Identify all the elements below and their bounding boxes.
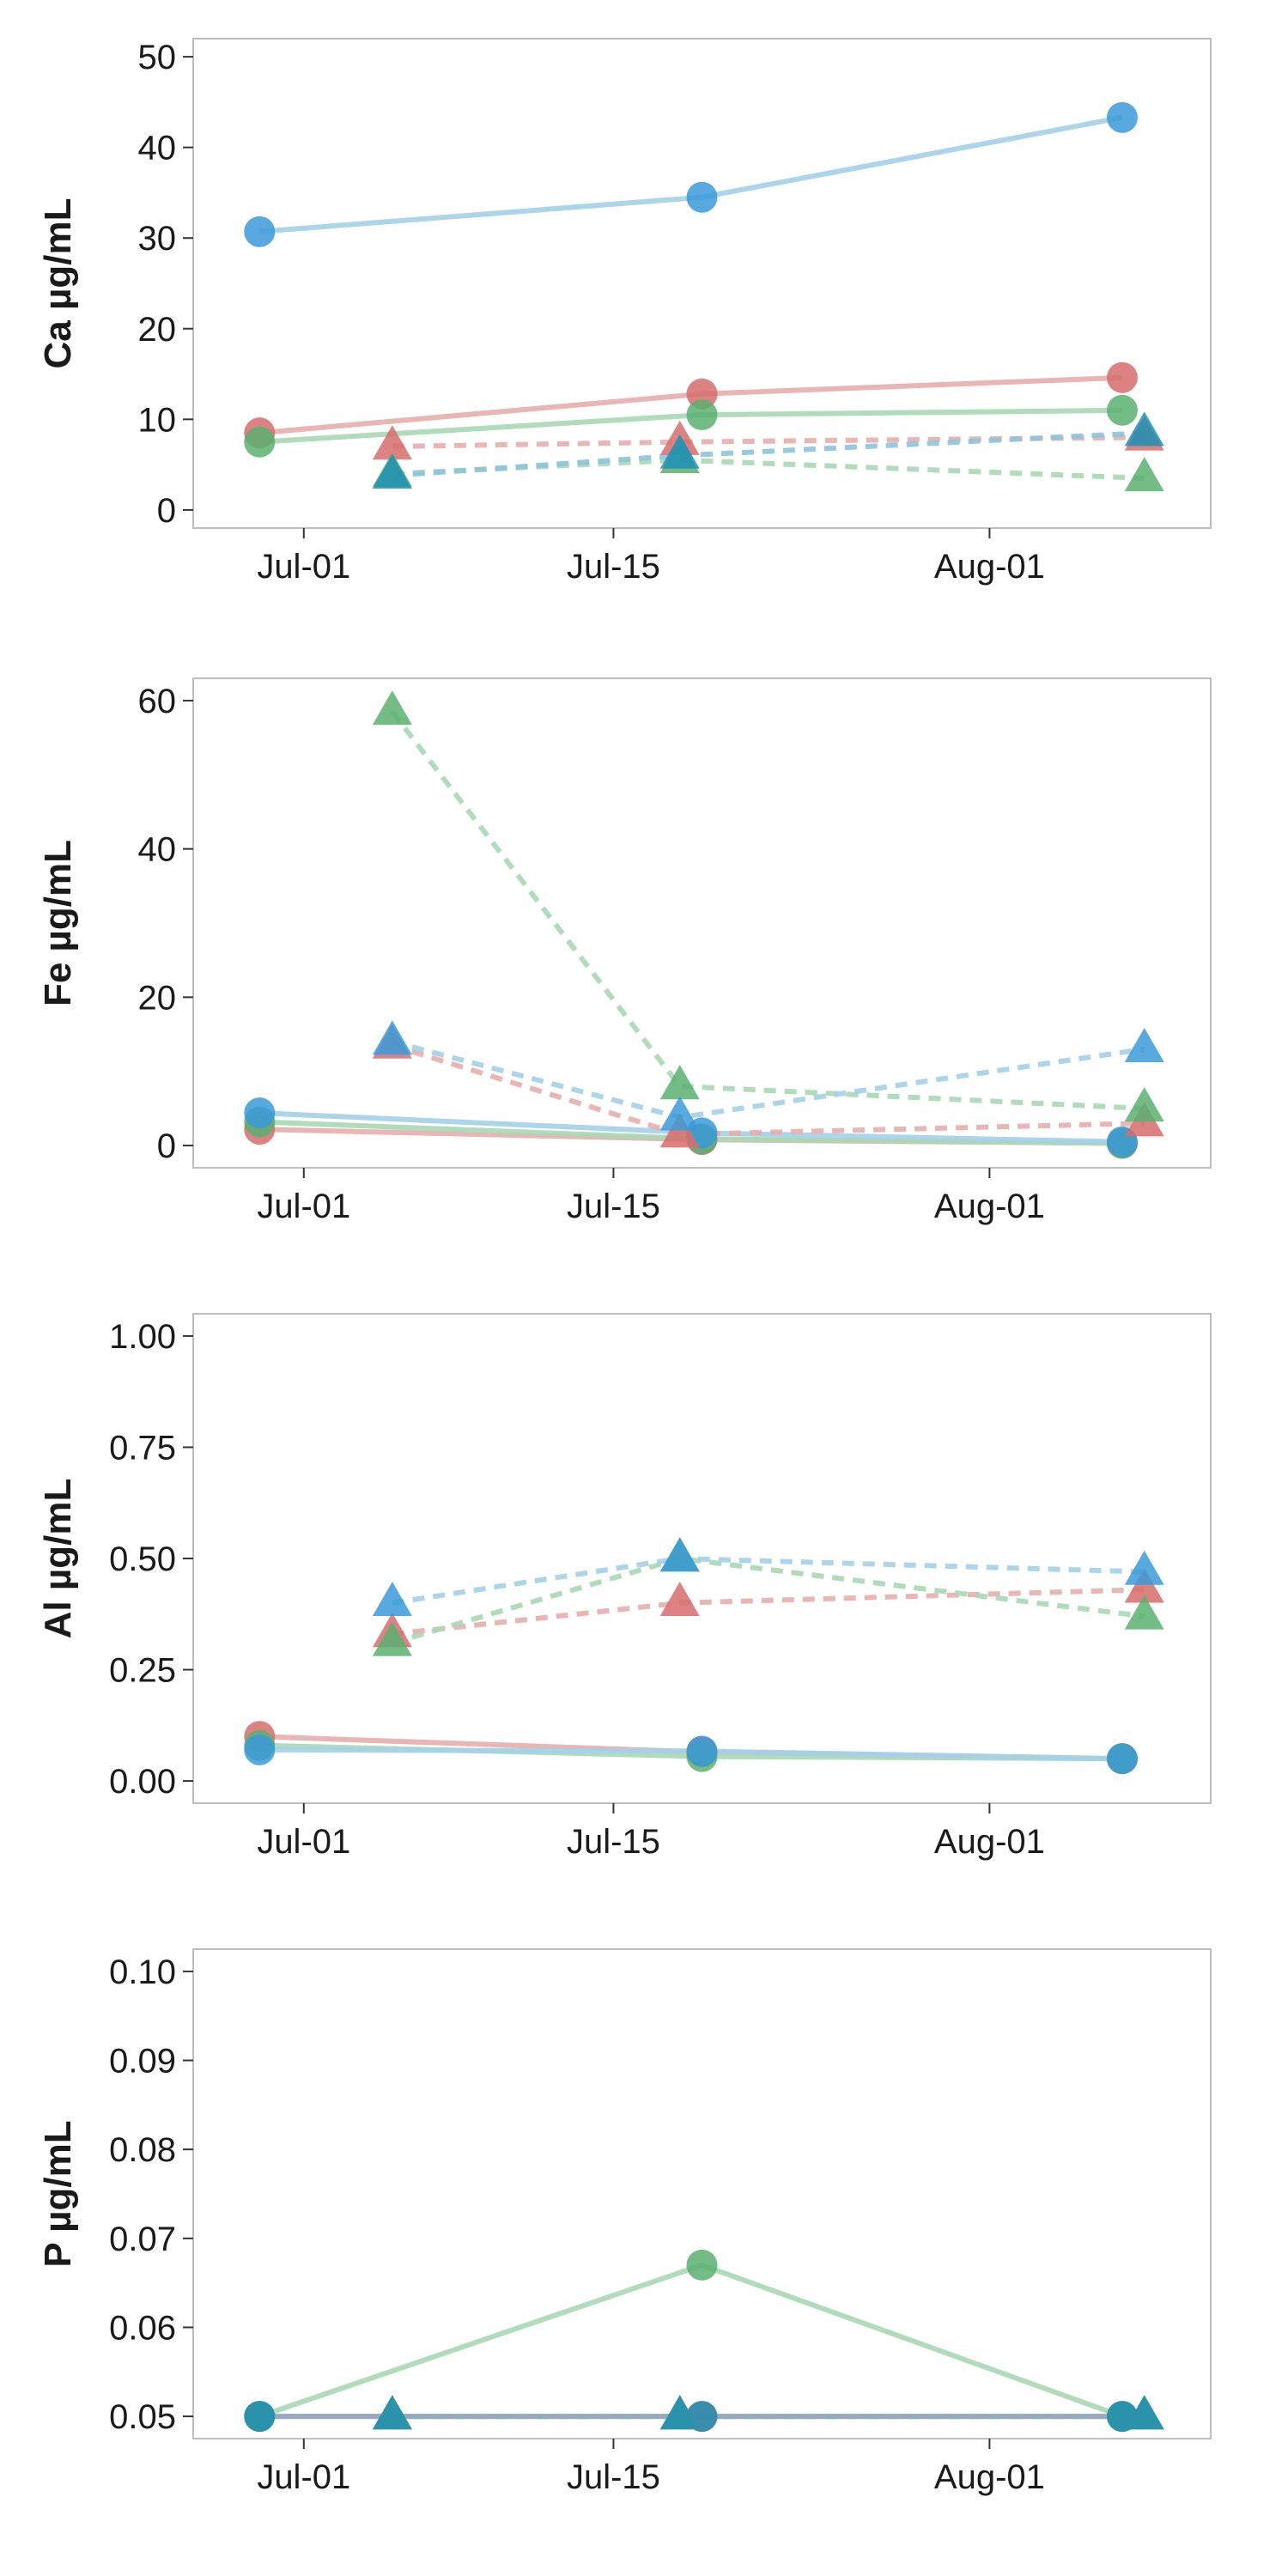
x-tick-label: Aug-01 bbox=[934, 2458, 1045, 2496]
data-point-triangle bbox=[372, 1582, 412, 1617]
y-tick-label: 0.50 bbox=[109, 1540, 176, 1578]
y-tick-label: 60 bbox=[138, 683, 177, 720]
x-tick-label: Aug-01 bbox=[934, 548, 1045, 586]
y-axis-title: Fe µg/mL bbox=[37, 840, 79, 1006]
y-axis-title: P µg/mL bbox=[37, 2120, 79, 2267]
panel-frame bbox=[192, 677, 1212, 1169]
y-tick-label: 0.07 bbox=[109, 2221, 176, 2258]
data-point-circle bbox=[686, 181, 718, 213]
y-tick-label: 0.10 bbox=[109, 1953, 176, 1991]
x-tick-label: Jul-01 bbox=[257, 2458, 350, 2496]
panel-frame bbox=[192, 38, 1212, 529]
x-tick-label: Aug-01 bbox=[934, 1823, 1045, 1861]
y-tick-label: 1.00 bbox=[109, 1318, 176, 1356]
data-point-circle bbox=[1106, 361, 1138, 393]
data-point-circle bbox=[686, 1735, 718, 1767]
data-point-circle bbox=[1106, 394, 1138, 426]
y-tick-label: 10 bbox=[138, 401, 177, 439]
series-line bbox=[392, 457, 1145, 481]
y-tick-label: 0 bbox=[157, 1127, 176, 1165]
data-point-triangle bbox=[1124, 1087, 1164, 1122]
data-point-triangle bbox=[372, 1020, 412, 1055]
data-point-triangle bbox=[1124, 2395, 1164, 2430]
data-point-triangle bbox=[1124, 1595, 1164, 1630]
data-point-triangle bbox=[659, 434, 700, 469]
x-tick-label: Jul-01 bbox=[257, 548, 350, 586]
data-point-triangle bbox=[372, 453, 412, 489]
data-point-triangle bbox=[1124, 411, 1164, 447]
data-point-circle bbox=[1106, 1743, 1138, 1775]
data-point-triangle bbox=[1124, 457, 1164, 492]
y-tick-label: 0.75 bbox=[109, 1429, 176, 1467]
data-point-triangle bbox=[372, 1621, 412, 1656]
x-tick-label: Jul-15 bbox=[567, 2458, 660, 2496]
data-point-circle bbox=[686, 399, 718, 431]
data-point-circle bbox=[244, 1097, 276, 1129]
x-tick-label: Aug-01 bbox=[934, 1188, 1045, 1225]
y-tick-label: 0.08 bbox=[109, 2131, 176, 2169]
panel-frame bbox=[192, 1948, 1212, 2439]
x-tick-label: Jul-15 bbox=[567, 548, 660, 586]
data-point-triangle bbox=[659, 1582, 700, 1617]
data-point-triangle bbox=[659, 2395, 700, 2430]
data-point-triangle bbox=[659, 1096, 700, 1131]
y-tick-label: 0.00 bbox=[109, 1763, 176, 1801]
y-tick-label: 0.25 bbox=[109, 1652, 176, 1690]
y-tick-label: 0.06 bbox=[109, 2309, 176, 2347]
chart-panel-1: 0 10 20 30 40 50 Jul-01 Jul-15 Aug-01 Ca µg/mL bbox=[37, 38, 1212, 586]
data-point-circle bbox=[244, 2401, 276, 2433]
chart-panel-2: 0 20 40 60 Jul-01 Jul-15 Aug-01 Fe µg/mL bbox=[37, 677, 1212, 1225]
chart-panel-3: 0.00 0.25 0.50 0.75 1.00 Jul-01 Jul-15 Aug-01 Al… bbox=[37, 1313, 1212, 1861]
y-tick-label: 0.09 bbox=[109, 2043, 176, 2081]
data-point-circle bbox=[244, 426, 276, 458]
data-point-triangle bbox=[659, 1537, 700, 1572]
y-tick-label: 40 bbox=[138, 831, 177, 869]
chart-panel-4: 0.05 0.06 0.07 0.08 0.09 0.10 Jul-01 Jul-15 Aug-… bbox=[37, 1948, 1212, 2496]
data-point-triangle bbox=[1124, 1550, 1164, 1585]
y-tick-label: 0.05 bbox=[109, 2398, 176, 2436]
y-tick-label: 20 bbox=[138, 311, 177, 349]
x-tick-label: Jul-01 bbox=[257, 1188, 350, 1225]
data-point-circle bbox=[244, 1734, 276, 1765]
y-tick-label: 40 bbox=[138, 130, 177, 167]
data-point-triangle bbox=[1124, 1568, 1164, 1603]
data-point-circle bbox=[1106, 101, 1138, 133]
data-point-triangle bbox=[1124, 1028, 1164, 1063]
y-tick-label: 0 bbox=[157, 492, 176, 530]
y-tick-label: 20 bbox=[138, 979, 177, 1017]
data-point-triangle bbox=[372, 425, 412, 460]
y-tick-label: 50 bbox=[138, 39, 177, 76]
y-axis-title: Ca µg/mL bbox=[37, 198, 79, 369]
data-point-triangle bbox=[659, 1065, 700, 1100]
x-tick-label: Jul-15 bbox=[567, 1823, 660, 1861]
x-tick-label: Jul-15 bbox=[567, 1188, 660, 1225]
data-point-circle bbox=[686, 2249, 718, 2281]
data-point-triangle bbox=[372, 2395, 412, 2430]
series-line bbox=[392, 430, 1145, 478]
y-axis-title: Al µg/mL bbox=[37, 1479, 79, 1639]
data-point-circle bbox=[244, 216, 276, 247]
x-tick-label: Jul-01 bbox=[257, 1823, 350, 1861]
data-point-triangle bbox=[372, 690, 412, 726]
y-tick-label: 30 bbox=[138, 220, 177, 258]
